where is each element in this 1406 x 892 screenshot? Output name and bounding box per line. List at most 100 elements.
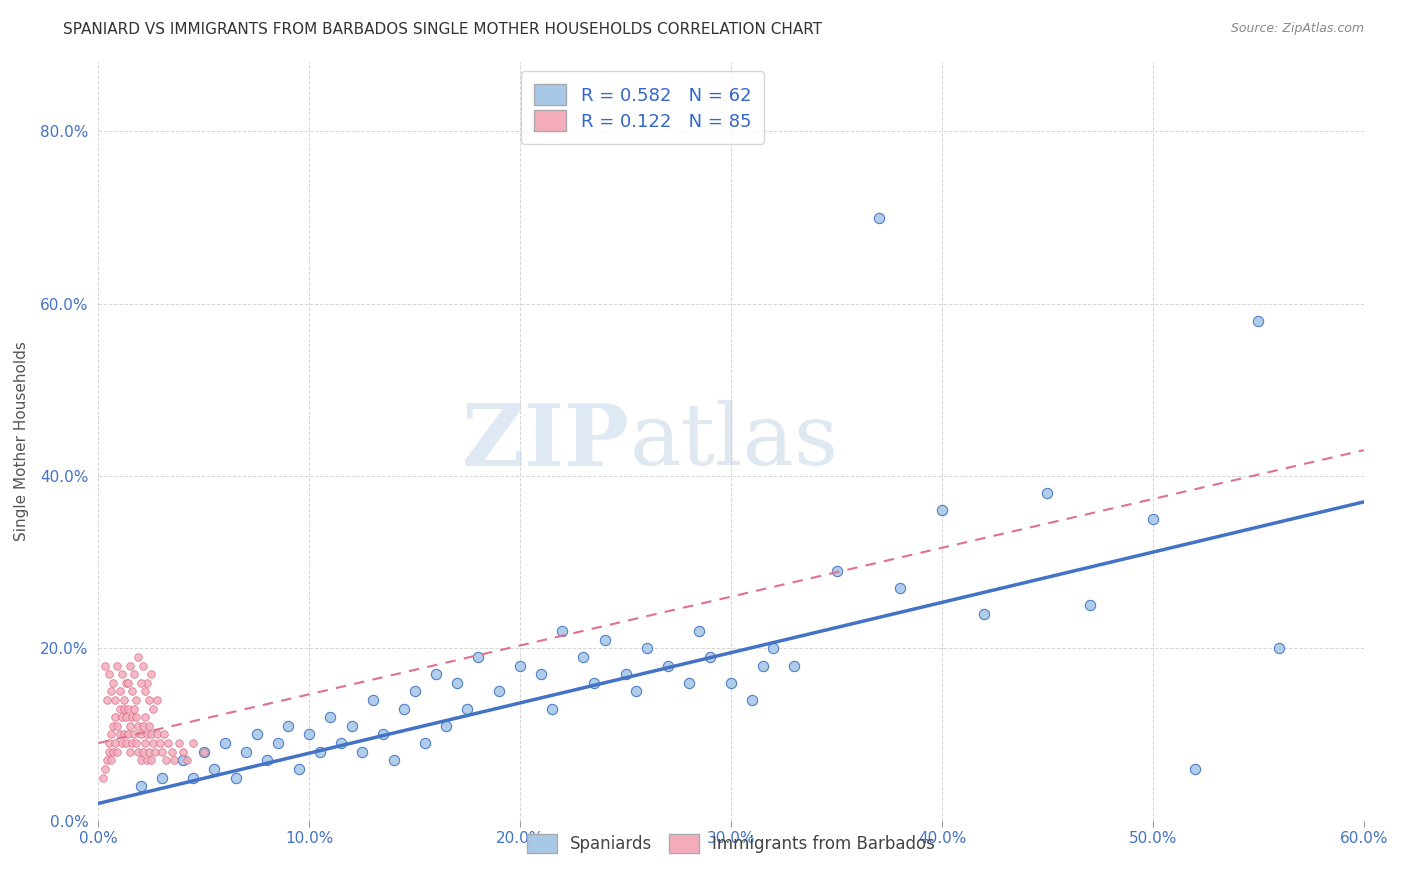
Point [96,693,118,707]
Point [132,658,155,673]
Point [138,719,160,733]
Point [183,771,205,785]
Point [121,710,143,724]
Point [371,727,394,741]
Point [124,667,146,681]
Point [142,701,165,715]
Point [132,745,155,759]
Point [153,727,176,741]
Point [124,727,146,741]
Point [146,727,169,741]
Point [93,658,117,673]
Point [91,771,114,785]
Text: Source: ZipAtlas.com: Source: ZipAtlas.com [1230,22,1364,36]
Point [103,719,125,733]
Point [134,710,156,724]
Point [1078,599,1101,613]
Point [93,762,117,776]
Point [107,719,129,733]
Point [150,771,173,785]
Point [111,736,132,750]
Point [100,684,122,698]
Point [150,745,173,759]
Point [155,753,177,767]
Point [149,736,172,750]
Point [134,736,156,750]
Point [141,753,163,767]
Point [235,745,257,759]
Point [162,745,183,759]
Point [120,745,141,759]
Point [132,719,155,733]
Point [104,693,127,707]
Point [145,745,166,759]
Point [128,719,150,733]
Point [138,745,160,759]
Point [456,701,478,715]
Point [142,736,165,750]
Point [125,693,148,707]
Point [298,727,321,741]
Point [129,779,152,793]
Point [115,736,138,750]
Point [98,736,121,750]
Point [193,745,215,759]
Point [699,649,721,664]
Point [330,736,353,750]
Point [176,753,198,767]
Text: SPANIARD VS IMMIGRANTS FROM BARBADOS SINGLE MOTHER HOUSEHOLDS CORRELATION CHART: SPANIARD VS IMMIGRANTS FROM BARBADOS SIN… [63,22,823,37]
Point [1268,641,1291,656]
Point [214,736,236,750]
Point [287,762,309,776]
Point [657,658,679,673]
Point [108,701,131,715]
Point [112,701,135,715]
Point [112,693,135,707]
Point [1247,314,1270,328]
Point [309,745,332,759]
Point [204,762,226,776]
Point [741,693,763,707]
Point [889,581,911,595]
Point [120,658,141,673]
Point [277,719,299,733]
Point [551,624,574,639]
Point [103,675,125,690]
Point [108,727,131,741]
Point [720,675,742,690]
Point [340,719,363,733]
Point [107,745,129,759]
Point [136,727,159,741]
Text: ZIP: ZIP [463,400,630,483]
Point [225,771,247,785]
Point [100,753,122,767]
Point [1142,512,1164,526]
Point [136,753,159,767]
Point [129,675,152,690]
Point [319,710,342,724]
Point [141,667,163,681]
Point [361,693,384,707]
Point [111,710,132,724]
Point [128,745,150,759]
Point [540,701,562,715]
Point [246,727,269,741]
Point [446,675,468,690]
Point [121,736,143,750]
Point [98,667,121,681]
Point [141,727,163,741]
Point [134,684,156,698]
Point [678,675,700,690]
Point [108,684,131,698]
Point [267,736,290,750]
Point [530,667,553,681]
Point [593,632,616,647]
Point [467,649,489,664]
Point [115,675,138,690]
Point [129,727,152,741]
Point [125,710,148,724]
Point [572,649,595,664]
Point [973,607,995,621]
Point [172,745,194,759]
Point [121,684,143,698]
